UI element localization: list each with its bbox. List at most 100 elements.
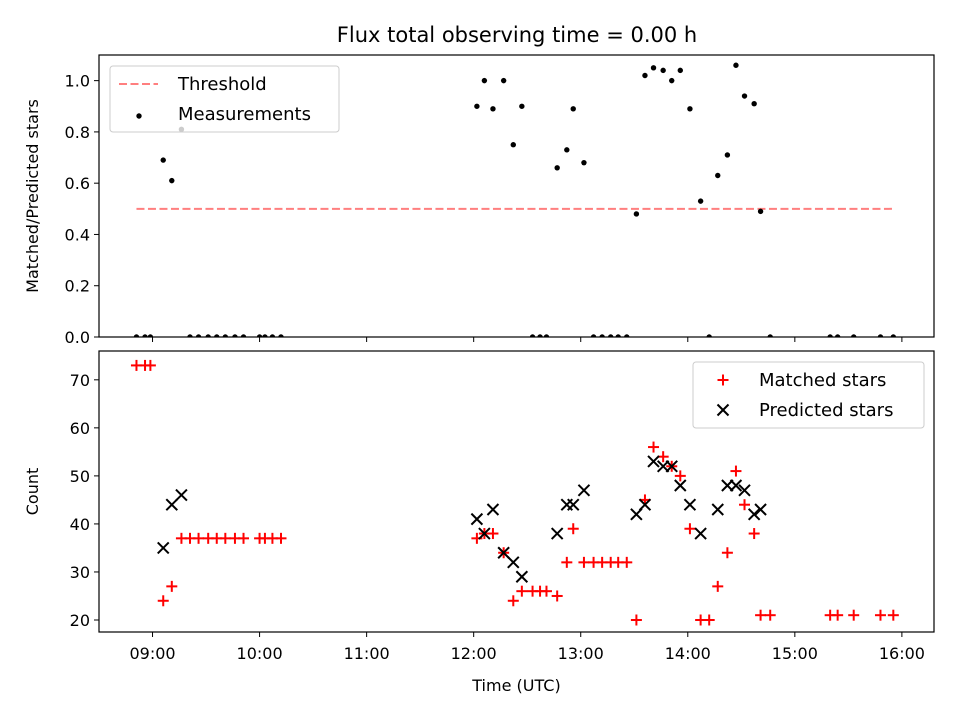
matched-star-marker xyxy=(567,523,579,535)
ratio-ytick-label: 0.6 xyxy=(65,174,90,193)
count-axes-frame xyxy=(98,350,935,633)
matched-star-marker xyxy=(630,614,642,626)
measurement-point xyxy=(687,106,693,112)
matched-star-marker xyxy=(144,359,156,371)
measurement-point xyxy=(767,334,773,337)
measurement-point xyxy=(570,106,576,112)
measurement-point xyxy=(481,77,488,84)
measurement-point xyxy=(195,334,202,337)
predicted-star-marker xyxy=(486,503,500,516)
legend-measurements-swatch xyxy=(136,113,142,119)
count-ylabel: Count xyxy=(23,468,42,516)
measurement-point xyxy=(214,334,220,337)
predicted-star-marker xyxy=(550,527,564,540)
predicted-star-marker xyxy=(674,479,687,492)
measurement-point xyxy=(187,334,193,337)
matched-star-marker xyxy=(275,532,287,544)
count-ytick-label: 30 xyxy=(70,563,90,582)
measurement-point xyxy=(222,334,229,337)
matched-star-marker xyxy=(507,595,519,607)
matched-star-marker xyxy=(551,590,563,602)
predicted-star-marker xyxy=(470,512,484,526)
predicted-star-marker xyxy=(683,498,697,511)
measurement-point xyxy=(706,334,712,337)
ratio-ytick-label: 0.0 xyxy=(65,328,90,347)
measurement-point xyxy=(633,211,640,217)
predicted-star-marker xyxy=(478,527,491,540)
count-xtick-label: 10:00 xyxy=(237,644,283,663)
matched-star-marker xyxy=(684,523,696,535)
measurement-point xyxy=(500,77,507,84)
predicted-star-marker xyxy=(647,455,660,468)
count-xlabel: Time (UTC) xyxy=(471,676,560,695)
count-xtick-label: 15:00 xyxy=(772,644,818,663)
measurement-point xyxy=(519,103,525,109)
matched-star-marker xyxy=(193,532,205,544)
matched-star-marker xyxy=(238,532,250,544)
measurement-point xyxy=(474,103,480,109)
measurement-point xyxy=(554,165,560,171)
predicted-star-marker xyxy=(754,503,767,516)
ratio-ytick-label: 0.2 xyxy=(65,277,90,296)
matched-star-marker xyxy=(874,609,886,621)
measurement-point xyxy=(733,62,739,68)
legend-predicted-label: Predicted stars xyxy=(759,400,893,421)
predicted-star-marker xyxy=(711,503,724,516)
count-xtick-label: 12:00 xyxy=(451,644,497,663)
measurement-point xyxy=(751,101,757,107)
measurement-point xyxy=(142,334,148,337)
measurement-point xyxy=(269,334,276,337)
measurement-point xyxy=(529,334,536,337)
matched-star-marker xyxy=(621,556,633,568)
matched-star-marker xyxy=(674,470,686,482)
legend-threshold-label: Threshold xyxy=(177,74,267,95)
measurement-point xyxy=(608,334,614,337)
measurement-point xyxy=(677,67,683,74)
measurement-point xyxy=(615,334,621,337)
measurement-point xyxy=(669,77,675,84)
ratio-ylabel: Matched/Predicted stars xyxy=(23,99,42,293)
ratio-ytick-label: 0.4 xyxy=(65,225,90,244)
matched-star-marker xyxy=(764,609,776,621)
count-xtick-label: 13:00 xyxy=(558,644,604,663)
matched-star-marker xyxy=(516,585,528,597)
measurement-point xyxy=(642,72,648,79)
ratio-axes-frame xyxy=(98,54,935,338)
measurement-point xyxy=(827,334,833,337)
predicted-star-marker xyxy=(577,484,591,497)
measurement-point xyxy=(724,152,731,158)
matched-star-marker xyxy=(755,609,767,621)
matched-star-marker xyxy=(887,609,899,621)
measurement-point xyxy=(590,334,597,337)
matched-star-marker xyxy=(712,580,724,592)
legend-measurements-label: Measurements xyxy=(178,104,311,125)
predicted-star-marker xyxy=(567,498,580,511)
count-ytick-label: 20 xyxy=(70,611,90,630)
count-ytick-label: 60 xyxy=(70,419,90,438)
matched-star-marker xyxy=(219,532,231,544)
measurement-point xyxy=(697,198,704,204)
measurement-point xyxy=(624,334,630,337)
matched-star-marker xyxy=(540,585,552,597)
measurement-point xyxy=(240,334,247,337)
predicted-star-marker xyxy=(665,460,678,473)
matched-star-marker xyxy=(721,547,733,559)
ratio-ytick-label: 1.0 xyxy=(65,72,90,91)
matched-star-marker xyxy=(157,595,169,607)
measurement-point xyxy=(564,147,570,153)
count-xtick-label: 14:00 xyxy=(665,644,711,663)
measurement-point xyxy=(490,106,496,112)
count-data xyxy=(130,359,899,626)
measurement-point xyxy=(581,159,587,166)
matched-star-marker xyxy=(487,528,499,540)
measurement-point xyxy=(877,334,884,337)
measurement-point xyxy=(262,334,268,337)
measurement-point xyxy=(133,334,140,337)
predicted-star-marker xyxy=(729,479,743,492)
predicted-star-marker xyxy=(157,541,170,555)
matched-star-marker xyxy=(166,580,178,592)
predicted-star-marker xyxy=(694,527,707,540)
predicted-star-marker xyxy=(738,484,751,497)
count-xtick-label: 09:00 xyxy=(129,644,175,663)
measurement-point xyxy=(510,142,516,148)
